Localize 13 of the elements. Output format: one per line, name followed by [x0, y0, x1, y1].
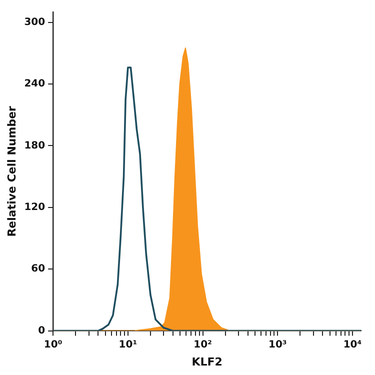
x-tick-label: 10⁰	[44, 339, 62, 350]
y-tick-label: 180	[24, 140, 46, 152]
y-tick-label: 0	[38, 325, 46, 336]
y-tick-label: 120	[24, 202, 46, 213]
y-tick-label: 240	[24, 78, 46, 90]
x-tick-label: 10²	[194, 339, 212, 350]
y-tick-label: 300	[24, 16, 46, 28]
x-tick-label: 10³	[268, 339, 287, 350]
x-axis-title: KLF2	[192, 355, 222, 368]
x-tick-label: 10¹	[118, 339, 138, 350]
x-tick-label: 10⁴	[343, 339, 362, 350]
y-tick-label: 60	[31, 264, 46, 275]
y-axis-title: Relative Cell Number	[5, 105, 18, 237]
